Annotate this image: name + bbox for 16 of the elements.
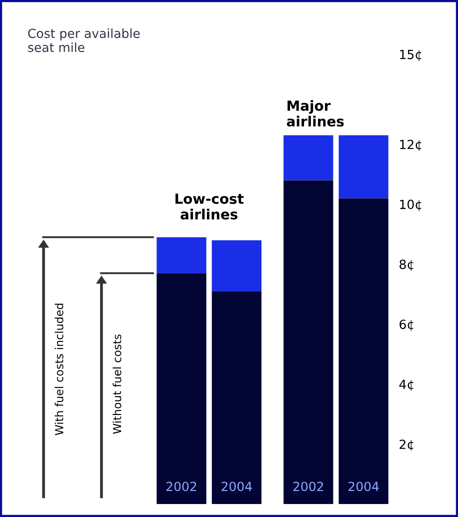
y-tick-label: 10¢ <box>400 200 422 211</box>
y-tick-label: 2¢ <box>400 440 414 451</box>
annotation: Low-cost airlines <box>176 194 244 220</box>
text: With fuel costs included <box>54 304 64 436</box>
text: Without fuel costs <box>112 334 122 434</box>
x-tick-label: 2004 <box>348 482 379 492</box>
x-tick-label: 2004 <box>222 482 252 492</box>
chart-title: Cost per available seat mile <box>28 28 140 52</box>
y-tick-label: 4¢ <box>399 380 414 391</box>
annotation: Major airlines <box>286 100 344 127</box>
y-tick-label: 8¢ <box>400 260 414 271</box>
x-tick-label: 2002 <box>293 482 324 492</box>
y-tick-label: 12¢ <box>400 140 422 151</box>
x-tick-label: 2002 <box>166 482 196 492</box>
y-tick-label: 15¢ <box>400 50 422 61</box>
y-tick-label: 6¢ <box>400 320 414 331</box>
